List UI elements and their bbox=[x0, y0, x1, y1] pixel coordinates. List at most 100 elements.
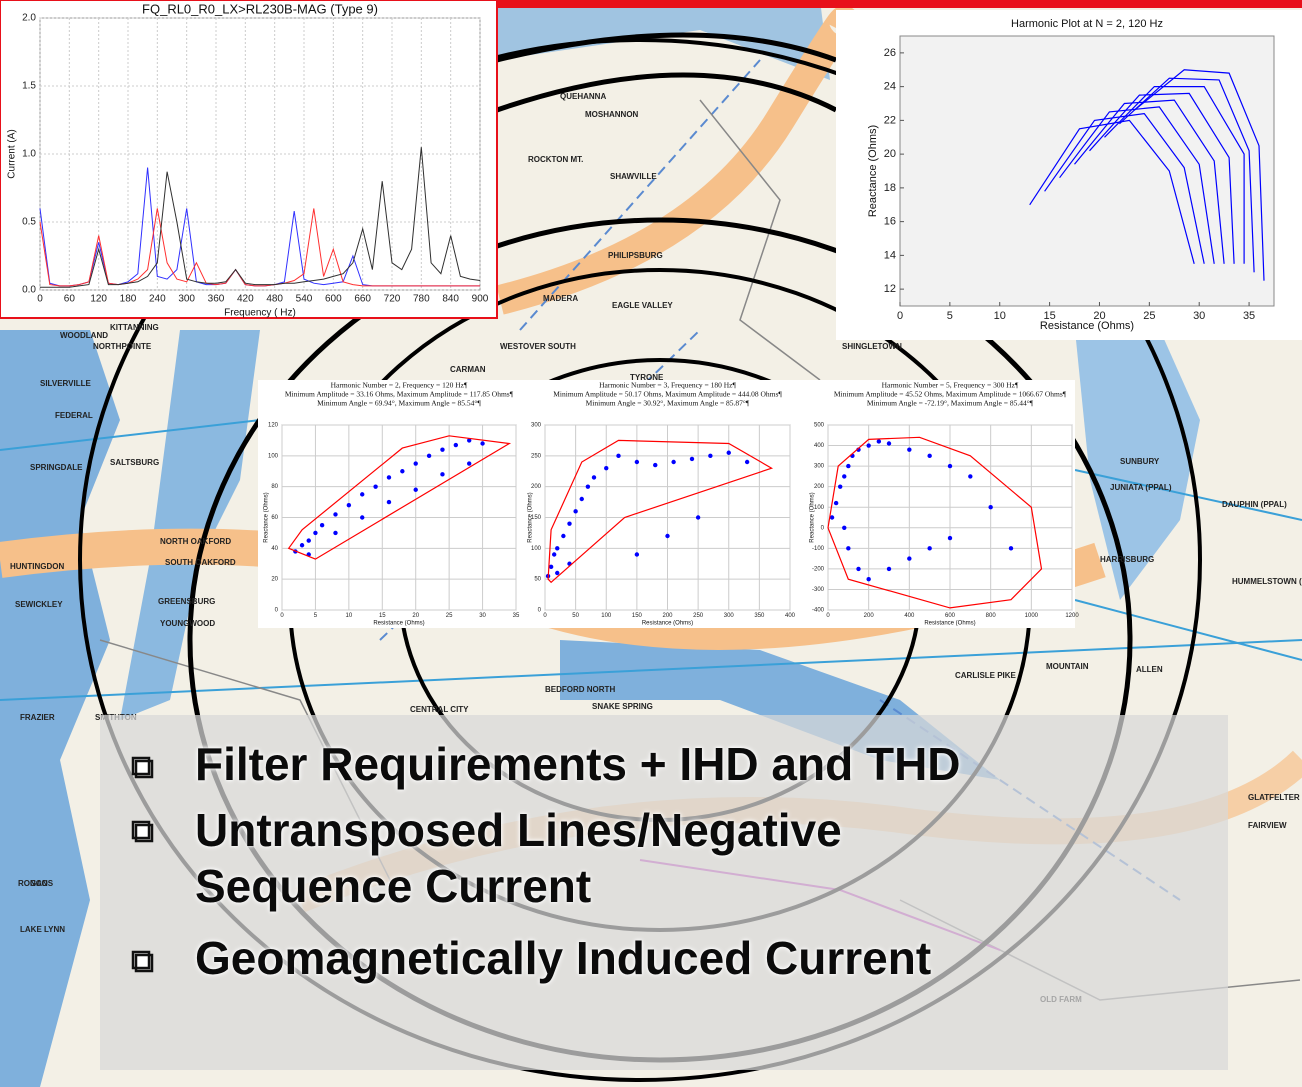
scatter-point bbox=[480, 441, 484, 445]
map-label: SHAWVILLE bbox=[610, 172, 657, 181]
x-tick-label: 25 bbox=[446, 613, 453, 619]
map-label: GLATFELTER bbox=[1248, 793, 1300, 802]
x-tick-label: 15 bbox=[379, 613, 386, 619]
x-tick-label: 240 bbox=[149, 294, 166, 305]
map-label: MOSHANNON bbox=[585, 110, 639, 119]
map-label: CENTRAL CITY bbox=[410, 705, 469, 714]
x-tick-label: 420 bbox=[237, 294, 254, 305]
map-label: SNAKE SPRING bbox=[592, 702, 653, 711]
y-tick-label: 500 bbox=[814, 423, 825, 429]
x-tick-label: 780 bbox=[413, 294, 430, 305]
chart-title: FQ_RL0_R0_LX>RL230B-MAG (Type 9) bbox=[142, 1, 378, 16]
scatter-point bbox=[555, 546, 559, 550]
x-tick-label: 0 bbox=[37, 294, 43, 305]
y-tick-label: 24 bbox=[884, 81, 896, 93]
x-tick-label: 800 bbox=[986, 613, 997, 619]
x-tick-label: 35 bbox=[1243, 310, 1255, 322]
scatter-point bbox=[300, 543, 304, 547]
scatter-point bbox=[696, 515, 700, 519]
y-tick-label: 100 bbox=[268, 453, 279, 459]
scatter-point bbox=[414, 488, 418, 492]
map-label: KITTANNING bbox=[110, 323, 159, 332]
scatter-point bbox=[549, 565, 553, 569]
y-tick-label: 2.0 bbox=[22, 13, 36, 24]
x-tick-label: 15 bbox=[1043, 310, 1055, 322]
x-tick-label: 30 bbox=[1193, 310, 1205, 322]
chart-title: Minimum Amplitude = 45.52 Ohms, Maximum … bbox=[834, 390, 1067, 399]
map-label: FAIRVIEW bbox=[1248, 821, 1287, 830]
scatter-point bbox=[988, 505, 992, 509]
x-tick-label: 300 bbox=[178, 294, 195, 305]
map-label: MADERA bbox=[543, 294, 578, 303]
y-tick-label: 120 bbox=[268, 423, 279, 429]
scatter-point bbox=[745, 460, 749, 464]
scatter-point bbox=[414, 461, 418, 465]
chart-title: Minimum Amplitude = 33.16 Ohms, Maximum … bbox=[285, 390, 514, 399]
y-tick-label: 12 bbox=[884, 283, 896, 295]
y-tick-label: 20 bbox=[884, 148, 896, 160]
scatter-point bbox=[561, 534, 565, 538]
y-tick-label: 150 bbox=[531, 515, 542, 521]
chart-title: Harmonic Number = 2, Frequency = 120 Hz¶ bbox=[331, 381, 468, 390]
y-axis-label: Reactance (Ohms) bbox=[810, 492, 816, 542]
x-tick-label: 600 bbox=[945, 613, 956, 619]
scatter-point bbox=[907, 556, 911, 560]
scatter-point bbox=[727, 451, 731, 455]
y-axis-label: Current (A) bbox=[7, 129, 18, 178]
scatter-point bbox=[927, 454, 931, 458]
map-label: SILVERVILLE bbox=[40, 379, 91, 388]
scatter-point bbox=[653, 463, 657, 467]
map-label: SEWICKLEY bbox=[15, 600, 63, 609]
scatter-point bbox=[907, 447, 911, 451]
scatter-point bbox=[454, 443, 458, 447]
map-label: SPRINGDALE bbox=[30, 463, 83, 472]
map-label: NORTH OAKFORD bbox=[160, 537, 231, 546]
y-tick-label: 14 bbox=[884, 249, 896, 261]
scatter-point bbox=[387, 475, 391, 479]
scatter-point bbox=[440, 447, 444, 451]
y-tick-label: 18 bbox=[884, 182, 896, 194]
scatter-point bbox=[842, 526, 846, 530]
chart-title: Harmonic Number = 3, Frequency = 180 Hz¶ bbox=[599, 381, 736, 390]
y-tick-label: 300 bbox=[814, 464, 825, 470]
x-tick-label: 300 bbox=[724, 613, 735, 619]
map-label: SOUTH OAKFORD bbox=[165, 558, 236, 567]
x-tick-label: 60 bbox=[64, 294, 76, 305]
x-tick-label: 480 bbox=[266, 294, 283, 305]
scatter-point bbox=[1009, 546, 1013, 550]
y-tick-label: 20 bbox=[271, 577, 278, 583]
x-tick-label: 200 bbox=[864, 613, 875, 619]
map-label: FRAZIER bbox=[20, 713, 55, 722]
scatter-point bbox=[400, 469, 404, 473]
scatter-point bbox=[846, 464, 850, 468]
x-tick-label: 540 bbox=[296, 294, 313, 305]
x-tick-label: 720 bbox=[384, 294, 401, 305]
scatter-point bbox=[592, 475, 596, 479]
y-tick-label: 300 bbox=[531, 423, 542, 429]
scatter-point bbox=[373, 484, 377, 488]
y-tick-label: 40 bbox=[271, 546, 278, 552]
map-label: GREENSBURG bbox=[158, 597, 215, 606]
x-tick-label: 180 bbox=[120, 294, 137, 305]
map-label: BEDFORD NORTH bbox=[545, 685, 615, 694]
scatter-point bbox=[838, 484, 842, 488]
map-label: SUNBURY bbox=[1120, 457, 1160, 466]
scatter-point bbox=[580, 497, 584, 501]
y-tick-label: -400 bbox=[812, 608, 825, 614]
x-axis-label: Resistance (Ohms) bbox=[642, 621, 693, 627]
scatter-point bbox=[440, 472, 444, 476]
x-tick-label: 50 bbox=[572, 613, 579, 619]
map-label: LAKE LYNN bbox=[20, 925, 65, 934]
x-tick-label: 25 bbox=[1143, 310, 1155, 322]
map-label: MOUNTAIN bbox=[1046, 662, 1089, 671]
y-axis-label: Reactance (Ohms) bbox=[264, 492, 270, 542]
x-axis-label: Resistance (Ohms) bbox=[924, 621, 975, 627]
bullet-text: Filter Requirements + IHD and THD bbox=[195, 736, 1195, 792]
slide: QUEHANNAMOSHANNONROCKTON MT.SHAWVILLEPHI… bbox=[0, 0, 1302, 1087]
map-label: WOODLAND bbox=[60, 331, 108, 340]
x-tick-label: 35 bbox=[513, 613, 520, 619]
map-label: YOUNGWOOD bbox=[160, 619, 215, 628]
y-tick-label: 1.0 bbox=[22, 149, 36, 160]
y-tick-label: 400 bbox=[814, 443, 825, 449]
x-tick-label: 600 bbox=[325, 294, 342, 305]
